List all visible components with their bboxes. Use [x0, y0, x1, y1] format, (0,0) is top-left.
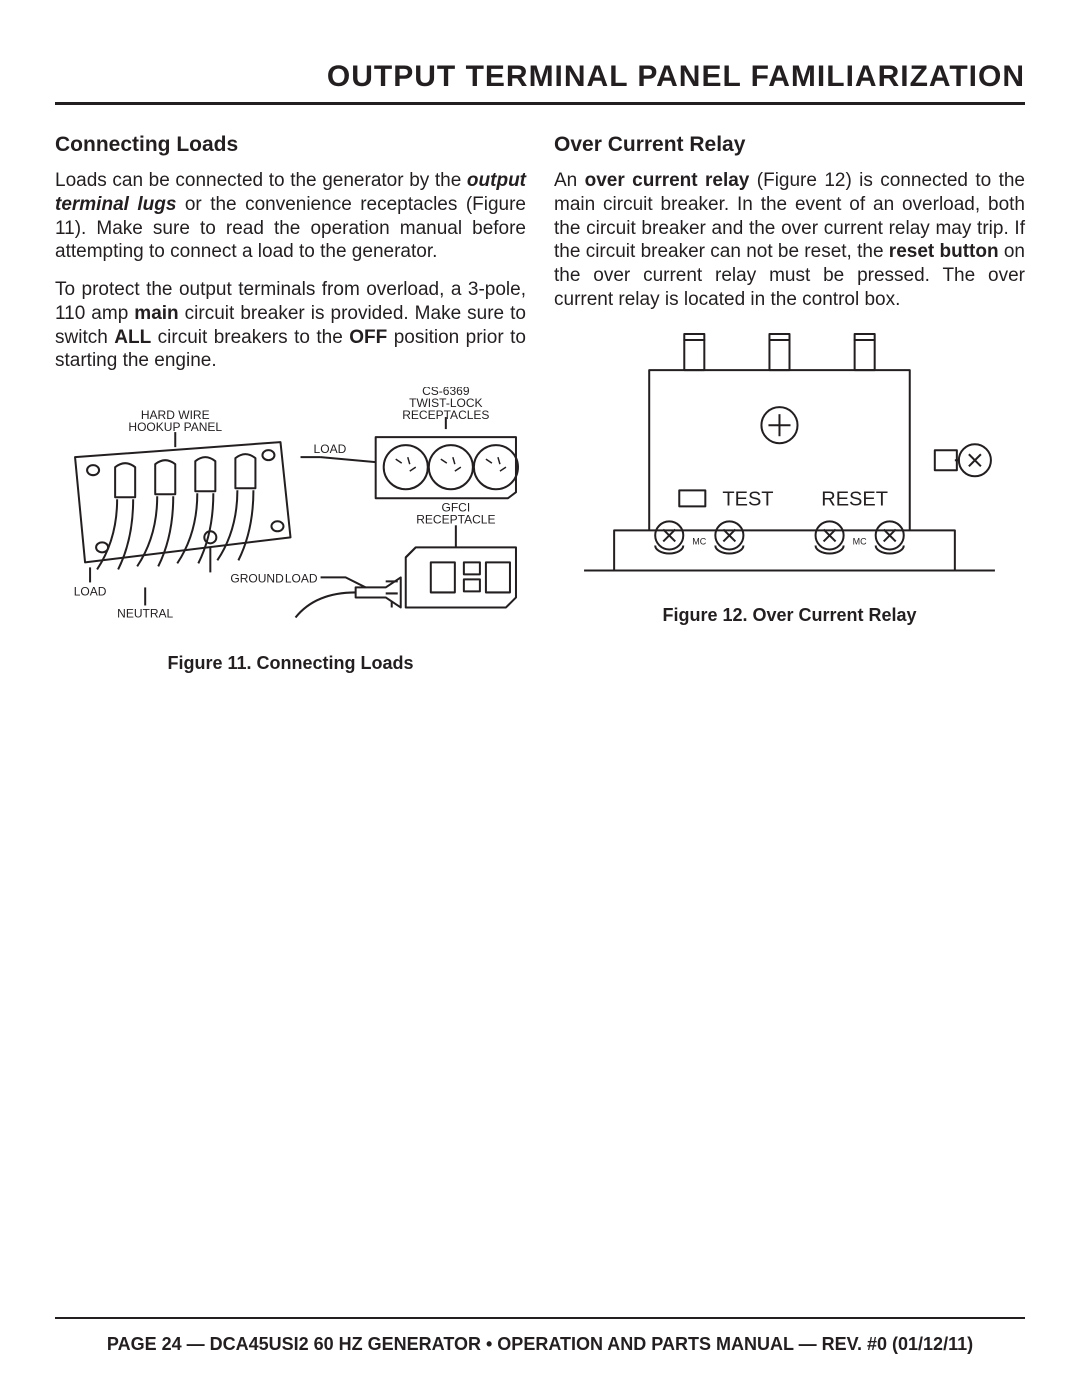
bold: over current relay [585, 170, 750, 191]
footer: PAGE 24 — DCA45USI2 60 HZ GENERATOR • OP… [0, 1334, 1080, 1355]
left-p1: Loads can be connected to the generator … [55, 169, 526, 264]
figure-12-caption: Figure 12. Over Current Relay [554, 605, 1025, 626]
label-load-br: LOAD [285, 571, 318, 585]
label-mc-left: MC [692, 536, 706, 546]
bold: ALL [114, 327, 151, 348]
label-ground: GROUND [230, 571, 284, 585]
label-neutral: NEUTRAL [117, 606, 173, 620]
label-test: TEST [722, 488, 773, 510]
footer-rule [55, 1317, 1025, 1319]
left-heading: Connecting Loads [55, 133, 526, 157]
right-p1: An over current relay (Figure 12) is con… [554, 169, 1025, 312]
page-title: OUTPUT TERMINAL PANEL FAMILIARIZATION [55, 60, 1025, 102]
label-load-top: LOAD [314, 442, 347, 456]
label-mc-right: MC [853, 536, 867, 546]
label-load-bl: LOAD [74, 584, 107, 598]
bold: main [134, 303, 178, 324]
right-column: Over Current Relay An over current relay… [554, 123, 1025, 674]
figure-12: TEST RESET MC MC [554, 330, 1025, 591]
text: circuit breakers to the [151, 327, 349, 348]
bold: OFF [349, 327, 387, 348]
bold: reset button [889, 241, 999, 262]
label-twist3: RECEPTACLES [402, 408, 489, 422]
left-column: Connecting Loads Loads can be connected … [55, 123, 526, 674]
figure-11: HARD WIRE HOOKUP PANEL CS-6369 TWIST-LOC… [55, 387, 526, 638]
text: An [554, 170, 585, 191]
text: Loads can be connected to the generator … [55, 170, 467, 191]
title-rule [55, 102, 1025, 105]
page: OUTPUT TERMINAL PANEL FAMILIARIZATION Co… [0, 0, 1080, 1397]
label-hardwire2: HOOKUP PANEL [128, 420, 222, 434]
left-p2: To protect the output terminals from ove… [55, 278, 526, 373]
columns: Connecting Loads Loads can be connected … [55, 123, 1025, 674]
label-reset: RESET [821, 488, 888, 510]
label-gfci2: RECEPTACLE [416, 512, 495, 526]
right-heading: Over Current Relay [554, 133, 1025, 157]
figure-11-caption: Figure 11. Connecting Loads [55, 653, 526, 674]
